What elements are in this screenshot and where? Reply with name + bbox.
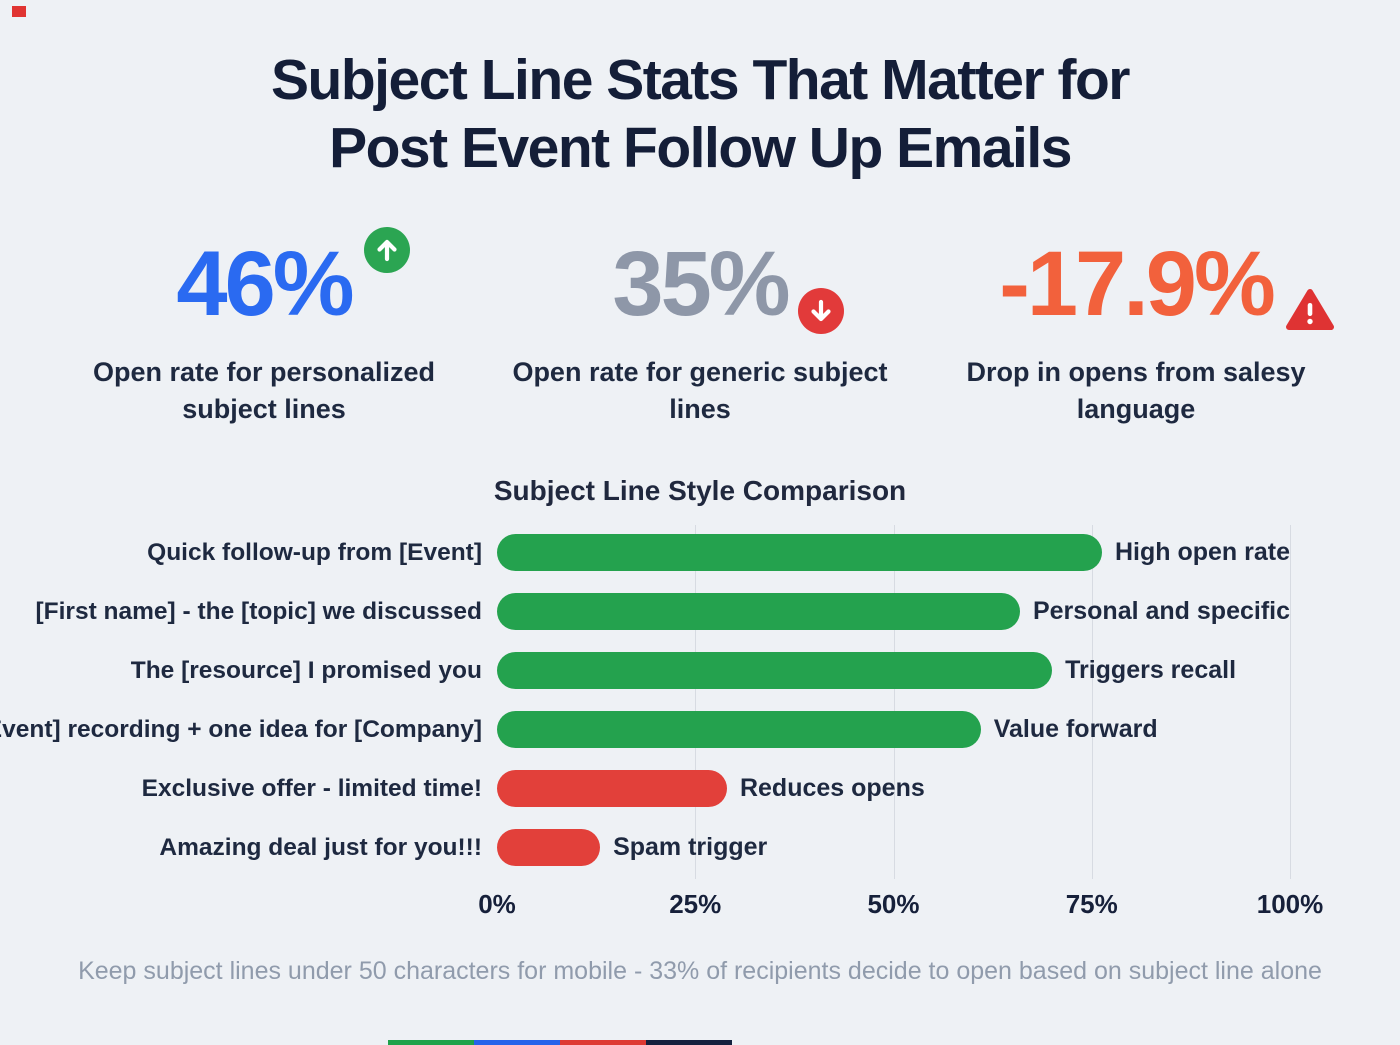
stat-value: 35%: [612, 232, 790, 335]
bar: [497, 770, 727, 808]
stat-icon: [797, 288, 844, 335]
stat-value-wrap: 46%: [176, 226, 410, 335]
x-axis: 0% 25% 50% 75% 100%: [478, 881, 1323, 920]
x-tick-label: 0%: [478, 889, 516, 920]
page-title: Subject Line Stats That Matter for Post …: [0, 0, 1400, 183]
footer-note: Keep subject lines under 50 characters f…: [78, 957, 1322, 986]
category-label: Quick follow-up from [Event]: [147, 538, 482, 566]
stat-caption: Open rate for generic subject lines: [512, 357, 888, 424]
stat-value: 46%: [176, 232, 354, 335]
footer-strip-segment: [646, 1040, 732, 1045]
stats-row: 46% Open rate for personalized subject l…: [0, 226, 1400, 427]
category-label: Exclusive offer - limited time!: [141, 774, 482, 802]
bar-cell: Spam trigger: [497, 818, 1290, 877]
bar: [497, 593, 1020, 631]
chart-row: The [resource] I promised you Triggers r…: [0, 641, 1400, 700]
category-label: [First name] - the [topic] we discussed: [35, 597, 482, 625]
bar-annotation: Personal and specific: [1032, 597, 1290, 626]
x-tick-label: 75%: [1065, 889, 1118, 920]
warning-icon: [1285, 289, 1334, 331]
bar-cell: Personal and specific: [497, 582, 1290, 641]
x-tick-label: 50%: [867, 889, 920, 920]
bar-cell: Triggers recall: [497, 641, 1290, 700]
bar-cell: High open rate: [497, 523, 1290, 582]
gridline: [893, 525, 895, 880]
bar: [497, 711, 981, 749]
stat-caption: Drop in opens from salesy language: [966, 357, 1306, 424]
bar-cell: Reduces opens: [497, 759, 1290, 818]
gridline: [695, 525, 697, 880]
stat-caption: Open rate for personalized subject lines: [92, 357, 436, 424]
chart-row: Quick follow-up from [Event] High open r…: [0, 523, 1400, 582]
footer-strip: [388, 1040, 732, 1045]
arrow-down-icon: [797, 288, 844, 335]
gridline: [1091, 525, 1093, 880]
x-tick-label: 25%: [669, 889, 722, 920]
footer-strip-segment: [388, 1040, 474, 1045]
bar-annotation: Reduces opens: [739, 774, 925, 803]
bar-annotation: Spam trigger: [613, 833, 768, 862]
footer-strip-segment: [560, 1040, 646, 1045]
bar: [497, 829, 601, 867]
page-title-line1: Subject Line Stats That Matter for: [271, 48, 1130, 112]
stat-icon: [363, 226, 410, 273]
bar: [497, 652, 1053, 690]
stat-value: -17.9%: [999, 232, 1275, 335]
chart-row: Exclusive offer - limited time! Reduces …: [0, 759, 1400, 818]
stat-value-wrap: -17.9%: [999, 232, 1334, 335]
category-label: Amazing deal just for you!!!: [159, 833, 482, 861]
bar-chart: Subject Line Style Comparison Quick foll…: [0, 475, 1400, 919]
chart-row: Amazing deal just for you!!! Spam trigge…: [0, 818, 1400, 877]
category-label: The [resource] I promised you: [130, 656, 482, 684]
arrow-up-icon: [363, 226, 410, 273]
bar: [497, 534, 1102, 572]
chart-title: Subject Line Style Comparison: [493, 475, 907, 507]
gridline: [1290, 525, 1291, 880]
corner-mark: [12, 6, 26, 17]
x-tick-label: 100%: [1256, 889, 1324, 920]
category-label: [Event] recording + one idea for [Compan…: [0, 715, 482, 743]
chart-body: Quick follow-up from [Event] High open r…: [0, 523, 1400, 880]
stat: -17.9% Drop in opens from salesy languag…: [918, 232, 1354, 427]
stat-value-wrap: 35%: [612, 232, 844, 335]
bar-annotation: High open rate: [1114, 538, 1290, 567]
chart-row: [First name] - the [topic] we discussed …: [0, 582, 1400, 641]
stat: 46% Open rate for personalized subject l…: [46, 226, 482, 427]
bar-annotation: Triggers recall: [1065, 656, 1237, 685]
footer-strip-segment: [474, 1040, 560, 1045]
stat-icon: [1285, 288, 1335, 332]
bar-cell: Value forward: [497, 700, 1290, 759]
stat: 35% Open rate for generic subject lines: [482, 232, 918, 427]
bar-annotation: Value forward: [993, 715, 1158, 744]
chart-row: [Event] recording + one idea for [Compan…: [0, 700, 1400, 759]
page-title-line2: Post Event Follow Up Emails: [329, 116, 1072, 181]
chart-gridlines: [497, 525, 1291, 880]
chart-rows: Quick follow-up from [Event] High open r…: [0, 523, 1400, 877]
